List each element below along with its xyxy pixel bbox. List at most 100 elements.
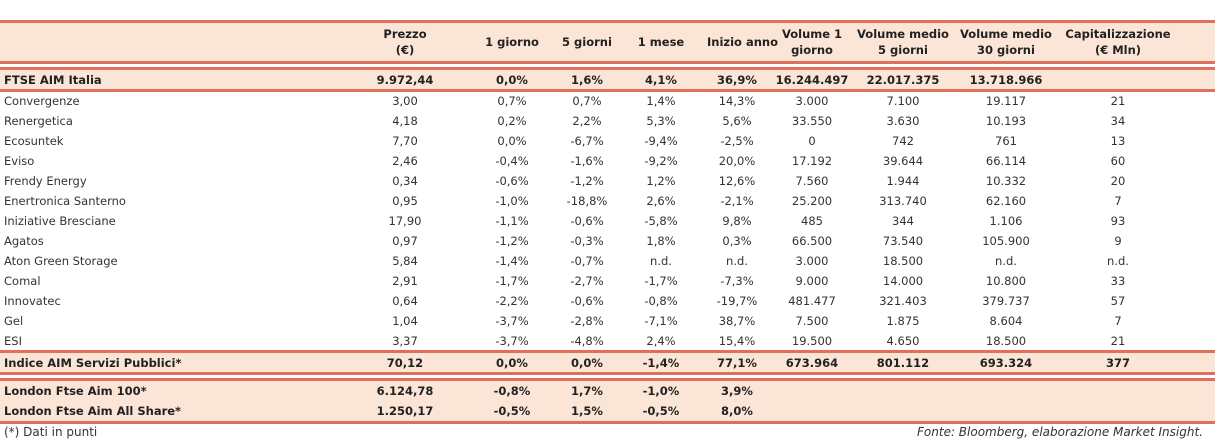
cell: 39.644 [882, 154, 924, 168]
cell: 742 [892, 134, 914, 148]
cell: 4,18 [392, 114, 418, 128]
cell [949, 401, 1063, 423]
cell: 7.560 [795, 174, 829, 188]
cell: 2,6% [646, 194, 676, 208]
cell: -1,7% [495, 274, 529, 288]
cell: 22.017.375 [866, 72, 940, 87]
spacer [1173, 151, 1215, 171]
cell: 14.000 [882, 274, 924, 288]
ftse-row-table: FTSE AIM Italia 9.972,44 0,0% 1,6% 4,1% 36,9%… [0, 67, 1215, 92]
cell: 693.324 [979, 355, 1033, 370]
spacer [1173, 231, 1215, 251]
cell: 1.106 [989, 214, 1023, 228]
cell: 66.500 [791, 234, 833, 248]
spacer [1173, 131, 1215, 151]
cell: 70,12 [386, 355, 424, 370]
cell: 1,7% [571, 384, 603, 398]
cell: 34 [1110, 114, 1126, 128]
header-5-giorni: 5 giorni [562, 35, 612, 49]
cell: 0,0% [496, 355, 528, 370]
cell: 1,4% [646, 94, 676, 108]
header-prezzo: Prezzo (€) [383, 27, 427, 57]
cell: n.d. [650, 254, 672, 268]
cell: 38,7% [718, 314, 756, 328]
cell [1063, 380, 1173, 402]
cell: 0,34 [392, 174, 418, 188]
cell: -0,5% [642, 404, 680, 418]
cell: 9.000 [795, 274, 829, 288]
cell: 16.244.497 [775, 72, 849, 87]
cell: n.d. [726, 254, 748, 268]
cell: 21 [1110, 334, 1126, 348]
cell: 3,37 [392, 334, 418, 348]
cell: 485 [801, 214, 823, 228]
cell: 1,04 [392, 314, 418, 328]
spacer [1173, 291, 1215, 311]
cell: 13 [1110, 134, 1126, 148]
row-label: Iniziative Bresciane [4, 214, 116, 228]
cell: n.d. [995, 254, 1017, 268]
cell: 7,70 [392, 134, 418, 148]
indice-row-table: Indice AIM Servizi Pubblici* 70,12 0,0% 0,0… [0, 350, 1215, 375]
cell: 5,3% [646, 114, 676, 128]
cell: -9,2% [644, 154, 678, 168]
header-name [0, 22, 345, 63]
spacer [1173, 91, 1215, 111]
cell: 10.332 [985, 174, 1027, 188]
row-label: Convergenze [4, 94, 80, 108]
table-row: Convergenze 3,00 0,7% 0,7% 1,4% 14,3% 3.000 7.1… [0, 91, 1215, 111]
cell: 7.500 [795, 314, 829, 328]
cell: 7 [1114, 314, 1122, 328]
cell: 18.500 [985, 334, 1027, 348]
cell: 20 [1110, 174, 1126, 188]
header-volume-5: Volume medio 5 giorni [857, 27, 949, 57]
cell: 1,5% [571, 404, 603, 418]
cell: 0,7% [497, 94, 527, 108]
cell: 0,0% [571, 355, 603, 370]
spacer [1173, 311, 1215, 331]
header-capitalizzazione: Capitalizzazione (€ Mln) [1065, 27, 1171, 57]
spacer [1173, 271, 1215, 291]
cell: -4,8% [570, 334, 604, 348]
spacer [1173, 211, 1215, 231]
cell: 33 [1110, 274, 1126, 288]
cell: 3.630 [886, 114, 920, 128]
table-row: Comal 2,91 -1,7% -2,7% -1,7% -7,3% 9.000 14.000… [0, 271, 1215, 291]
cell: 10.800 [985, 274, 1027, 288]
cell: 4,1% [645, 72, 677, 87]
cell: n.d. [1107, 254, 1129, 268]
cell [857, 380, 949, 402]
stock-rows-table: Convergenze 3,00 0,7% 0,7% 1,4% 14,3% 3.000 7.1… [0, 91, 1215, 351]
cell: 379.737 [982, 294, 1030, 308]
cell: 33.550 [791, 114, 833, 128]
row-label: Agatos [4, 234, 44, 248]
cell: 0 [808, 134, 816, 148]
cell: -2,2% [495, 294, 529, 308]
cell: 36,9% [717, 72, 757, 87]
cell: 1.944 [886, 174, 920, 188]
cell: -7,3% [720, 274, 754, 288]
cell: 62.160 [985, 194, 1027, 208]
cell: -3,7% [495, 314, 529, 328]
header-1-giorno: 1 giorno [485, 35, 539, 49]
cell: 344 [892, 214, 914, 228]
cell: -0,8% [644, 294, 678, 308]
cell: 0,7% [572, 94, 602, 108]
header-1-mese: 1 mese [637, 35, 685, 49]
row-label: Innovatec [4, 294, 61, 308]
table-row: Indice AIM Servizi Pubblici* 70,12 0,0% 0,0… [0, 352, 1215, 374]
cell: 57 [1110, 294, 1126, 308]
cell: 3.000 [795, 94, 829, 108]
spacer [1173, 191, 1215, 211]
header-volume-1: Volume 1 giorno [781, 27, 843, 57]
cell: 77,1% [717, 355, 757, 370]
cell: 2,91 [392, 274, 418, 288]
cell: 481.477 [788, 294, 836, 308]
cell: 17.192 [791, 154, 833, 168]
cell: 9 [1114, 234, 1122, 248]
row-label: Indice AIM Servizi Pubblici* [4, 355, 182, 370]
row-label: Frendy Energy [4, 174, 87, 188]
cell: -2,7% [570, 274, 604, 288]
table-row: Agatos 0,97 -1,2% -0,3% 1,8% 0,3% 66.500 73.540… [0, 231, 1215, 251]
table-row: ESI 3,37 -3,7% -4,8% 2,4% 15,4% 19.500 4.650 18.… [0, 331, 1215, 351]
